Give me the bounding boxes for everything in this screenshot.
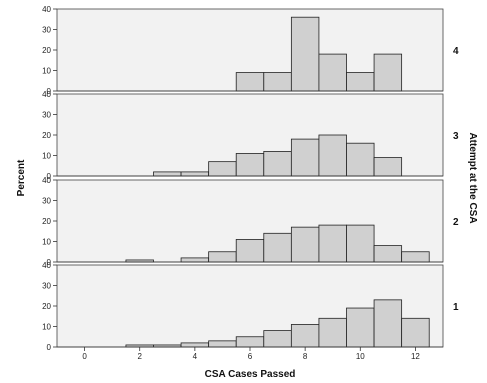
- facet-axis-title: Attempt at the CSA: [467, 132, 478, 223]
- bar: [318, 317, 347, 348]
- y-axis-title: Percent: [16, 159, 27, 196]
- panel-label: 4: [453, 46, 459, 57]
- bar: [153, 171, 182, 177]
- panel-label: 3: [453, 131, 459, 142]
- bar: [373, 299, 403, 348]
- bar: [346, 224, 375, 263]
- panel-4: 0 10 20 30 40 4: [42, 5, 459, 96]
- y-tick-label: 10: [42, 152, 51, 161]
- bar: [346, 72, 375, 92]
- panel-label: 1: [453, 302, 459, 313]
- bar: [263, 150, 292, 177]
- y-tick-label: 30: [42, 111, 51, 120]
- panel-2: 0 10 20 30 40 2: [42, 176, 459, 267]
- bar: [318, 53, 347, 92]
- bar: [290, 16, 320, 92]
- bar: [290, 226, 320, 263]
- y-tick-label: 0: [47, 87, 52, 96]
- y-tick-label: 40: [42, 90, 51, 99]
- bar: [235, 72, 265, 92]
- bar: [318, 224, 347, 263]
- bar: [318, 134, 347, 177]
- bar: [290, 138, 320, 177]
- x-tick-label: 10: [356, 352, 365, 361]
- panel-label: 2: [453, 217, 459, 228]
- bar: [208, 161, 237, 177]
- bar: [180, 171, 210, 177]
- y-tick-label: 0: [47, 172, 52, 181]
- bar: [263, 232, 292, 263]
- bar: [373, 157, 403, 177]
- bar: [290, 324, 320, 348]
- y-tick-label: 40: [42, 176, 51, 185]
- y-tick-label: 20: [42, 302, 51, 311]
- panel-3: 0 10 20 30 40 3: [42, 90, 459, 181]
- bar: [208, 251, 237, 263]
- bar: [235, 336, 265, 348]
- y-tick-label: 30: [42, 26, 51, 35]
- y-tick-label: 30: [42, 282, 51, 291]
- y-tick-label: 20: [42, 131, 51, 140]
- bar: [346, 142, 375, 177]
- y-tick-label: 20: [42, 217, 51, 226]
- bar: [373, 53, 403, 92]
- bar: [235, 153, 265, 177]
- panel-1: 0 10 20 30 40 1: [42, 261, 459, 352]
- x-axis: 0 2 4 6 8 10 12: [82, 347, 420, 361]
- bar: [263, 330, 292, 348]
- x-tick-label: 0: [82, 352, 87, 361]
- bar: [180, 257, 210, 263]
- y-tick-label: 10: [42, 323, 51, 332]
- bar: [208, 340, 237, 348]
- x-tick-label: 4: [193, 352, 198, 361]
- y-tick-label: 40: [42, 261, 51, 270]
- y-tick-label: 0: [47, 258, 52, 267]
- bar: [346, 307, 375, 348]
- bar: [373, 245, 403, 263]
- bar: [235, 239, 265, 263]
- x-tick-label: 12: [411, 352, 420, 361]
- y-tick-label: 20: [42, 46, 51, 55]
- bar: [401, 317, 430, 348]
- y-tick-label: 10: [42, 67, 51, 76]
- y-tick-label: 0: [47, 343, 52, 352]
- x-tick-label: 2: [137, 352, 142, 361]
- bar: [263, 72, 292, 92]
- x-tick-label: 8: [303, 352, 308, 361]
- x-tick-label: 6: [248, 352, 253, 361]
- x-axis-title: CSA Cases Passed: [205, 369, 296, 380]
- bar: [180, 342, 210, 348]
- bar: [401, 251, 430, 263]
- y-tick-label: 40: [42, 5, 51, 14]
- y-tick-label: 30: [42, 197, 51, 206]
- y-tick-label: 10: [42, 238, 51, 247]
